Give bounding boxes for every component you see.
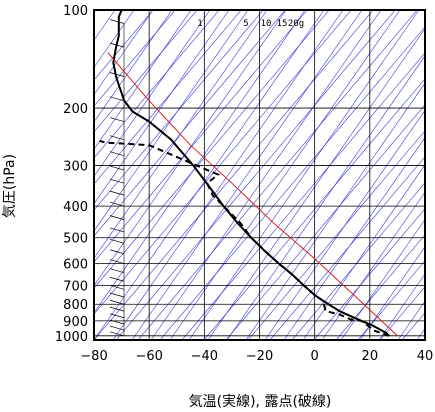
y-tick-label: 800 <box>63 298 88 313</box>
x-tick-label: 20 <box>362 349 379 364</box>
wind-barb <box>109 201 125 207</box>
wind-barb <box>109 215 125 220</box>
y-tick-label: 300 <box>63 159 88 174</box>
temperature-line <box>112 10 390 337</box>
dry-adiabat-line <box>159 26 425 340</box>
wind-barb <box>109 238 125 244</box>
mixing-ratio-label: 20g <box>288 19 304 29</box>
sloped-line <box>283 137 425 340</box>
sloped-line <box>94 10 268 259</box>
dry-adiabat-line <box>94 10 264 211</box>
dry-adiabat-line <box>291 182 425 340</box>
dry-adiabat-line <box>379 286 425 340</box>
wind-barb <box>109 117 125 122</box>
x-tick-label: 40 <box>417 349 434 364</box>
dry-adiabat-line <box>94 10 198 133</box>
dry-adiabat-line <box>94 10 242 185</box>
dry-adiabat-line <box>313 208 425 340</box>
dry-adiabat-line <box>225 104 425 340</box>
dry-adiabat-line <box>115 10 396 340</box>
y-axis-label: 気圧(hPa) <box>2 154 18 218</box>
x-tick-label: −80 <box>80 349 107 364</box>
dry-adiabat-line <box>269 156 425 340</box>
y-tick-label: 900 <box>63 315 88 330</box>
y-tick-label: 200 <box>63 102 88 117</box>
wind-barb <box>109 165 125 171</box>
wind-barb <box>109 292 125 298</box>
sloped-line <box>131 10 363 340</box>
wind-barb <box>109 313 125 319</box>
wind-barb <box>109 276 125 282</box>
grid-lines <box>94 10 425 340</box>
dry-adiabat-line <box>94 10 220 159</box>
x-tick-label: −20 <box>246 349 273 364</box>
y-tick-label: 1000 <box>55 330 88 345</box>
sloped-line <box>94 10 249 232</box>
wind-barb <box>109 96 125 102</box>
dry-adiabat-line <box>335 234 425 340</box>
sloped-line <box>94 10 135 68</box>
x-tick-label: −40 <box>191 349 218 364</box>
mixing-ratio-label: 5 <box>243 19 248 29</box>
y-tick-label: 500 <box>63 232 88 247</box>
mixing-ratio-label: 15 <box>277 19 288 29</box>
wind-barb <box>109 151 125 157</box>
wind-barb <box>109 299 125 305</box>
parcel-curve-line <box>107 52 398 337</box>
dry-adiabat-line <box>357 260 425 340</box>
dry-adiabat-line <box>94 10 154 81</box>
mixing-ratio-labels: 1 5 10 15 20g <box>197 19 304 29</box>
sloped-line <box>150 10 382 340</box>
dry-adiabat-line <box>94 10 308 263</box>
profile-series <box>99 10 398 337</box>
sloped-line <box>94 10 230 205</box>
y-tick-label: 700 <box>63 279 88 294</box>
wind-barb <box>109 190 125 196</box>
dewpoint-line <box>99 139 390 337</box>
wind-barb <box>109 325 125 331</box>
wind-barbs <box>109 19 125 337</box>
mixing-ratio-label: 1 <box>197 19 202 29</box>
dry-adiabat-line <box>401 312 425 340</box>
dry-adiabat-line <box>94 10 330 289</box>
sloped-line <box>94 10 211 177</box>
plot-frame <box>93 9 426 341</box>
dry-adiabat-line <box>137 10 418 340</box>
wind-barb <box>109 19 125 24</box>
dry-adiabat-line <box>247 130 425 340</box>
x-tick-labels: −80 −60 −40 −20 0 20 40 <box>80 349 433 364</box>
dry-adiabat-line <box>94 10 352 315</box>
wind-barb <box>109 319 125 325</box>
x-tick-label: 0 <box>311 349 319 364</box>
x-tick-label: −60 <box>135 349 162 364</box>
wind-barb <box>109 249 125 255</box>
sloped-line <box>94 10 173 123</box>
dry-adiabat-line <box>203 78 425 340</box>
y-tick-label: 100 <box>63 4 88 19</box>
y-tick-label: 600 <box>63 258 88 273</box>
x-axis-label: 気温(実線), 露点(破線) <box>189 394 332 410</box>
wind-barb <box>109 284 125 290</box>
sloped-line <box>94 10 192 150</box>
wind-barb <box>109 135 125 140</box>
wind-barb <box>109 178 125 184</box>
wind-barb <box>109 259 125 264</box>
sloped-line <box>94 10 287 287</box>
dry-adiabat-line <box>94 10 286 237</box>
dry-adiabat-line <box>94 10 176 107</box>
y-tick-label: 400 <box>63 200 88 215</box>
wind-barb <box>109 72 125 77</box>
wind-barb <box>109 227 125 233</box>
wind-barb <box>109 306 125 312</box>
wind-barb <box>109 268 125 274</box>
wind-barb <box>109 331 125 337</box>
sloped-line <box>245 82 425 340</box>
dry-adiabat-line <box>181 52 425 340</box>
mixing-ratio-label: 10 <box>261 19 272 29</box>
